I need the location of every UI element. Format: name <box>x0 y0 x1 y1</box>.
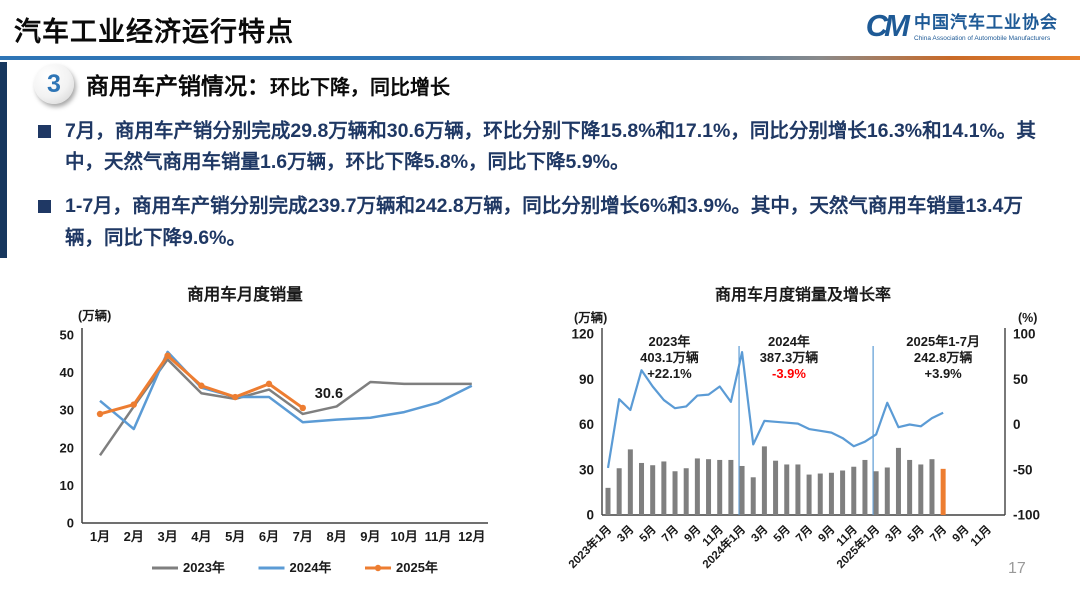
caam-logo-text: 中国汽车工业协会 China Association of Automobile… <box>914 8 1058 42</box>
svg-text:5月: 5月 <box>225 529 245 544</box>
svg-text:30: 30 <box>60 403 74 418</box>
svg-text:2024年: 2024年 <box>290 560 332 575</box>
svg-text:2023年1月: 2023年1月 <box>565 522 614 571</box>
section-title: 商用车产销情况： <box>86 73 270 99</box>
left-accent-strip <box>0 62 7 258</box>
bullet-item: 7月，商用车产销分别完成29.8万辆和30.6万辆，环比分别下降15.8%和17… <box>38 116 1056 178</box>
svg-text:0: 0 <box>67 516 74 531</box>
svg-text:+3.9%: +3.9% <box>925 366 963 381</box>
svg-text:7月: 7月 <box>293 529 313 544</box>
svg-text:7月: 7月 <box>927 523 949 545</box>
svg-text:3月: 3月 <box>615 523 637 545</box>
monthly-sales-growth-chart-svg: 商用车月度销量及增长率 (万辆) (%) 0 30 60 90 120 -100 -50 0 50 10… <box>565 285 1040 571</box>
svg-text:11月: 11月 <box>425 529 452 544</box>
svg-text:242.8万辆: 242.8万辆 <box>914 350 973 365</box>
svg-text:-3.9%: -3.9% <box>772 366 806 381</box>
svg-text:9月: 9月 <box>816 523 838 545</box>
svg-text:-50: -50 <box>1013 462 1033 477</box>
svg-text:0: 0 <box>1013 417 1021 432</box>
svg-text:6月: 6月 <box>259 529 279 544</box>
bullet-text: 7月，商用车产销分别完成29.8万辆和30.6万辆，环比分别下降15.8%和17… <box>65 120 1036 174</box>
svg-text:7月: 7月 <box>659 523 681 545</box>
svg-text:100: 100 <box>1013 327 1036 342</box>
svg-text:3月: 3月 <box>157 529 177 544</box>
svg-text:商用车月度销量: 商用车月度销量 <box>187 284 303 304</box>
svg-text:60: 60 <box>579 417 594 432</box>
section-number-badge: 3 <box>34 64 74 104</box>
svg-text:(万辆): (万辆) <box>574 310 607 325</box>
svg-text:5月: 5月 <box>771 523 793 545</box>
svg-text:50: 50 <box>60 328 74 343</box>
section-title-wrap: 商用车产销情况： 环比下降，同比增长 <box>86 67 450 101</box>
monthly-sales-growth-chart: 商用车月度销量及增长率 (万辆) (%) 0 30 60 90 120 -100 -50 0 50 10… <box>560 284 1068 604</box>
bullet-square-icon <box>38 125 51 138</box>
bullet-square-icon <box>38 200 51 214</box>
svg-text:90: 90 <box>579 372 594 387</box>
svg-text:50: 50 <box>1013 372 1028 387</box>
svg-text:2024年: 2024年 <box>768 334 810 349</box>
svg-text:2023年: 2023年 <box>648 334 690 349</box>
svg-text:2月: 2月 <box>124 529 144 544</box>
svg-text:1月: 1月 <box>90 529 110 544</box>
bullet-item: 1-7月，商用车产销分别完成239.7万辆和242.8万辆，同比分别增长6%和3… <box>38 191 1056 253</box>
svg-text:9月: 9月 <box>360 529 380 544</box>
monthly-sales-line-chart: 商用车月度销量 (万辆) 0 10 20 30 40 50 1月 2月 3月 4月 5月 6月 7月 8月 9月… <box>48 284 528 604</box>
svg-text:7月: 7月 <box>793 523 815 545</box>
svg-text:3月: 3月 <box>883 523 905 545</box>
svg-text:9月: 9月 <box>682 523 704 545</box>
bullet-text: 1-7月，商用车产销分别完成239.7万辆和242.8万辆，同比分别增长6%和3… <box>65 195 1023 249</box>
svg-text:10: 10 <box>60 478 74 493</box>
section-header: 3 商用车产销情况： 环比下降，同比增长 <box>34 64 450 104</box>
svg-text:4月: 4月 <box>191 529 211 544</box>
svg-text:30: 30 <box>579 462 594 477</box>
svg-text:8月: 8月 <box>326 529 346 544</box>
svg-text:40: 40 <box>60 365 74 380</box>
bullet-list: 7月，商用车产销分别完成29.8万辆和30.6万辆，环比分别下降15.8%和17… <box>38 116 1056 267</box>
header-accent-divider <box>0 56 1080 60</box>
svg-text:12月: 12月 <box>458 529 485 544</box>
svg-text:(万辆): (万辆) <box>78 308 111 323</box>
svg-text:0: 0 <box>586 508 594 523</box>
section-subtitle: 环比下降，同比增长 <box>270 77 450 99</box>
svg-text:120: 120 <box>571 327 594 342</box>
svg-text:商用车月度销量及增长率: 商用车月度销量及增长率 <box>715 285 891 304</box>
caam-logo-name-en: China Association of Automobile Manufact… <box>914 35 1051 42</box>
svg-text:9月: 9月 <box>950 523 972 545</box>
svg-text:+22.1%: +22.1% <box>647 366 692 381</box>
svg-text:5月: 5月 <box>905 523 927 545</box>
caam-logo-mark-icon: CM <box>865 7 910 43</box>
svg-text:2023年: 2023年 <box>183 560 225 575</box>
svg-text:11月: 11月 <box>968 523 994 549</box>
page-title: 汽车工业经济运行特点 <box>14 17 294 47</box>
svg-text:10月: 10月 <box>390 529 417 544</box>
svg-text:387.3万辆: 387.3万辆 <box>760 350 819 365</box>
svg-text:2025年1-7月: 2025年1-7月 <box>906 334 980 349</box>
caam-logo-name-cn: 中国汽车工业协会 <box>914 13 1058 32</box>
svg-text:20: 20 <box>60 440 74 455</box>
svg-text:30.6: 30.6 <box>315 386 343 402</box>
svg-text:3月: 3月 <box>749 523 771 545</box>
caam-logo: CM 中国汽车工业协会 China Association of Automob… <box>865 7 1058 43</box>
svg-text:(%): (%) <box>1018 311 1037 325</box>
svg-text:-100: -100 <box>1013 508 1040 523</box>
page-number: 17 <box>1008 560 1026 577</box>
svg-text:5月: 5月 <box>637 523 659 545</box>
svg-text:403.1万辆: 403.1万辆 <box>640 350 699 365</box>
svg-text:2025年: 2025年 <box>396 560 438 575</box>
monthly-sales-line-chart-svg: 商用车月度销量 (万辆) 0 10 20 30 40 50 1月 2月 3月 4月 5月 6月 7月 8月 9月… <box>60 284 488 575</box>
